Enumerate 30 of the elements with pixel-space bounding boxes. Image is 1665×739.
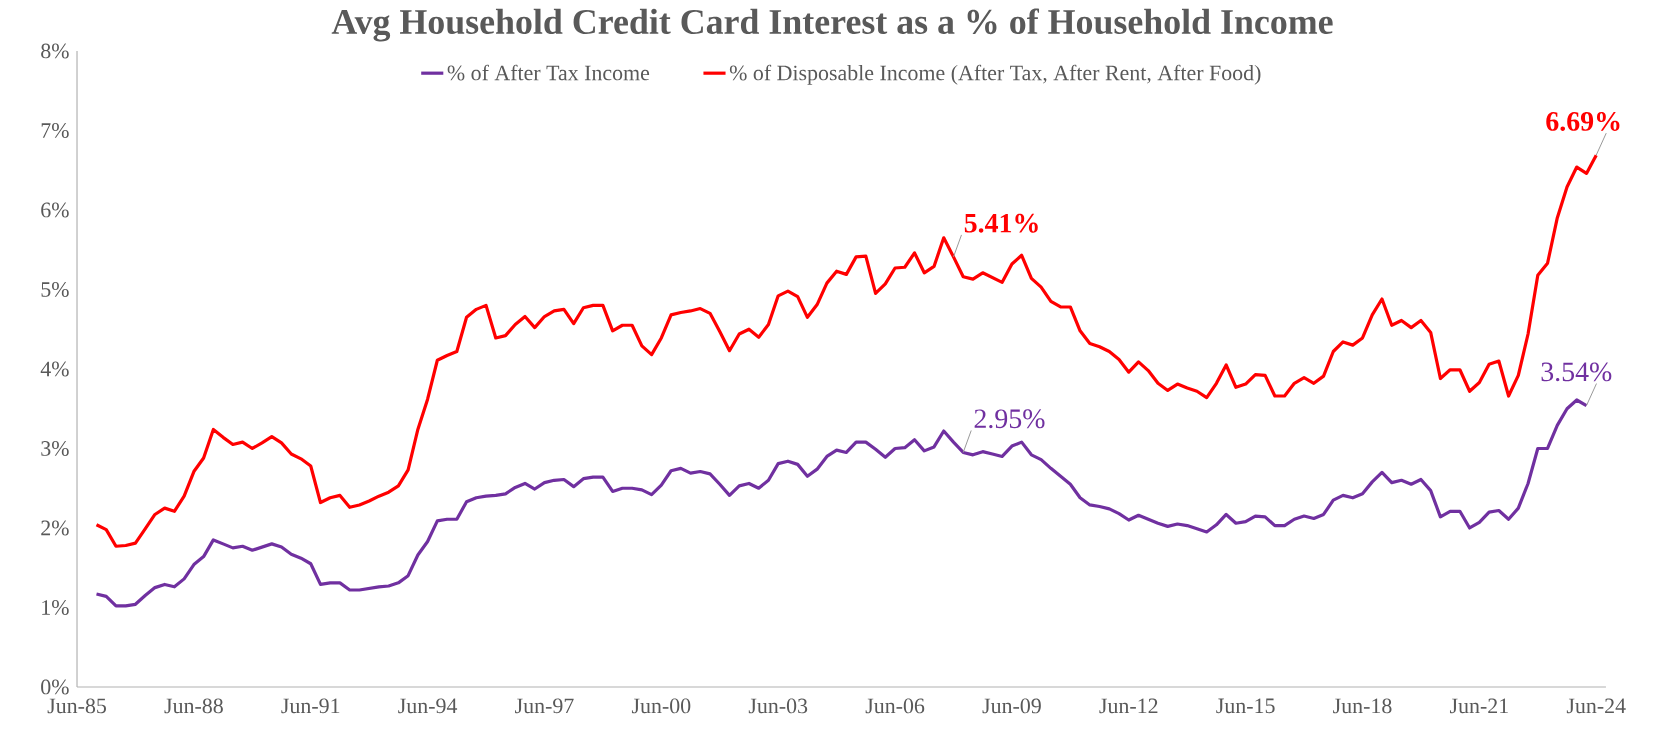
annotation: 6.69%: [1546, 111, 1620, 131]
x-tick-label: Jun-21: [1449, 698, 1508, 714]
annotation: 5.41%: [964, 213, 1038, 233]
annotation: 2.95%: [974, 409, 1045, 429]
y-tick-label: 8%: [41, 43, 69, 59]
x-tick-label: Jun-97: [515, 698, 574, 714]
x-tick-label: Jun-91: [281, 698, 340, 714]
y-tick-label: 1%: [42, 600, 69, 615]
x-tick-label: Jun-12: [1099, 698, 1158, 714]
x-tick-label: Jun-00: [631, 698, 691, 714]
chart-title: Avg Household Credit Card Interest as a % of Household Income: [331, 8, 1333, 42]
y-tick-label: 5%: [41, 282, 69, 297]
x-tick-label: Jun-09: [982, 698, 1041, 714]
y-tick-label: 0%: [41, 679, 69, 695]
annotation: 3.54%: [1541, 362, 1612, 382]
y-tick-label: 6%: [41, 202, 69, 218]
x-tick-label: Jun-94: [398, 698, 458, 714]
y-tick-label: 2%: [41, 520, 69, 536]
x-tick-label: Jun-03: [748, 698, 808, 714]
y-tick-label: 7%: [41, 123, 69, 138]
legend-label: % of Disposable Income (After Tax, After Rent, After Food): [729, 64, 1261, 85]
x-tick-label: Jun-24: [1566, 698, 1626, 714]
y-tick-label: 3%: [41, 441, 69, 456]
legend-label: % of After Tax Income: [447, 64, 650, 81]
x-tick-label: Jun-06: [865, 698, 925, 714]
x-tick-label: Jun-15: [1216, 698, 1275, 714]
y-tick-label: 4%: [40, 361, 69, 377]
x-tick-label: Jun-18: [1333, 698, 1392, 714]
x-tick-label: Jun-88: [164, 698, 223, 714]
x-tick-label: Jun-85: [47, 698, 106, 714]
